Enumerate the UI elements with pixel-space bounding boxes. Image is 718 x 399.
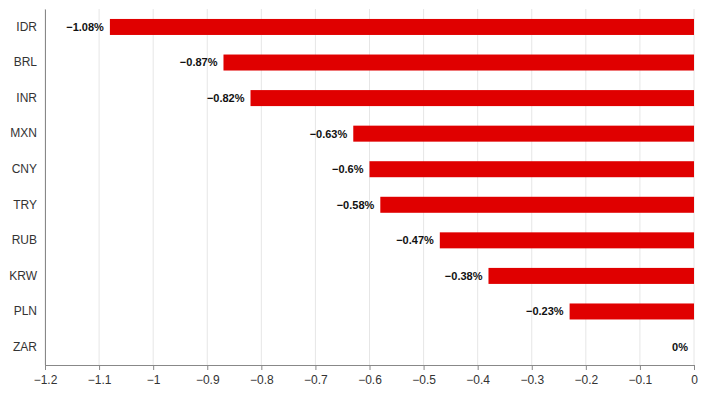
y-axis: IDR BRL INR MXN CNY TRY RUB KRW PLN ZAR (9, 10, 45, 366)
x-tick-label: −1 (147, 373, 161, 387)
x-tick-label: −0.1 (629, 373, 653, 387)
data-labels: −1.08% −0.87% −0.82% −0.63% −0.6% −0.58% −0.47… (66, 21, 688, 353)
x-axis: −1.2 −1.1 −1 −0.9 −0.8 −0.7 −0.6 −0.5 −0.4 −0.3 −0… (34, 365, 699, 387)
y-tick-label: TRY (13, 198, 37, 212)
data-label: −0.23% (526, 305, 564, 317)
y-tick: IDR (16, 20, 45, 34)
x-tick: −0.7 (304, 365, 328, 387)
x-tick-label: −0.5 (412, 373, 436, 387)
data-label: −0.6% (332, 163, 364, 175)
y-tick: BRL (14, 55, 45, 69)
x-tick: −1 (147, 365, 161, 387)
x-tick: −0.2 (574, 365, 598, 387)
x-tick: −0.5 (412, 365, 436, 387)
bar (570, 303, 694, 319)
y-tick-label: ZAR (13, 340, 37, 354)
x-tick-mark (532, 365, 533, 370)
y-tick-label: RUB (12, 233, 37, 247)
x-tick-label: −0.7 (304, 373, 328, 387)
x-tick-mark (261, 365, 262, 370)
x-axis-line (46, 366, 695, 371)
x-tick-mark (586, 365, 587, 370)
data-label: −0.38% (445, 270, 483, 282)
y-tick-label: CNY (12, 162, 37, 176)
y-tick-label: PLN (14, 304, 37, 318)
x-tick-mark (478, 365, 479, 370)
data-label: −0.47% (396, 234, 434, 246)
x-tick-label: 0 (691, 373, 698, 387)
bar (370, 161, 695, 177)
data-label: 0% (672, 341, 688, 353)
bar (694, 339, 695, 355)
x-tick: −1.2 (34, 365, 58, 387)
x-tick: −1.1 (88, 365, 112, 387)
grid-line (153, 9, 154, 365)
x-tick-mark (640, 365, 641, 370)
y-tick: RUB (12, 233, 45, 247)
y-tick-label: KRW (9, 269, 37, 283)
x-tick: −0.3 (520, 365, 544, 387)
bar (223, 55, 694, 71)
plot: −1.2 −1.1 −1 −0.9 −0.8 −0.7 −0.6 −0.5 −0.4 −0.3 −0… (9, 9, 698, 387)
x-tick-label: −0.3 (520, 373, 544, 387)
bar (251, 90, 694, 106)
y-tick: ZAR (13, 340, 45, 354)
data-label: −0.87% (180, 56, 218, 68)
data-label: −0.82% (207, 92, 245, 104)
x-tick-mark (207, 365, 208, 370)
y-axis-line (45, 10, 46, 366)
data-label: −0.63% (310, 128, 348, 140)
x-tick-label: −0.6 (358, 373, 382, 387)
x-tick-label: −0.9 (196, 373, 220, 387)
bars (110, 19, 694, 320)
x-tick-label: −0.8 (250, 373, 274, 387)
y-tick-label: INR (16, 91, 37, 105)
x-tick-mark (153, 365, 154, 370)
x-tick-mark (370, 365, 371, 370)
x-tick-mark (424, 365, 425, 370)
x-tick: −0.8 (250, 365, 274, 387)
data-label: −0.58% (337, 199, 375, 211)
y-tick: MXN (10, 126, 45, 140)
x-tick: −0.9 (196, 365, 220, 387)
bar (488, 268, 694, 284)
x-tick-label: −0.4 (466, 373, 490, 387)
x-tick-mark (694, 365, 695, 370)
grid (45, 9, 694, 365)
data-label: −1.08% (66, 21, 104, 33)
x-tick-label: −1.2 (34, 373, 58, 387)
chart: −1.2 −1.1 −1 −0.9 −0.8 −0.7 −0.6 −0.5 −0.4 −0.3 −0… (0, 0, 718, 399)
x-tick: −0.6 (358, 365, 382, 387)
bar (353, 126, 694, 142)
grid-line (99, 9, 100, 365)
x-tick-mark (315, 365, 316, 370)
y-tick-label: BRL (14, 55, 38, 69)
y-tick: PLN (14, 304, 45, 318)
x-tick: 0 (691, 365, 698, 387)
x-tick-label: −1.1 (88, 373, 112, 387)
x-tick-label: −0.2 (574, 373, 598, 387)
y-tick: TRY (13, 198, 45, 212)
bar (440, 232, 694, 248)
x-tick: −0.4 (466, 365, 490, 387)
y-tick: KRW (9, 269, 45, 283)
x-tick: −0.1 (629, 365, 653, 387)
y-tick-label: MXN (10, 126, 37, 140)
bar (380, 197, 694, 213)
y-tick-label: IDR (16, 20, 37, 34)
y-tick: INR (16, 91, 45, 105)
bar (110, 19, 694, 35)
y-tick: CNY (12, 162, 45, 176)
x-tick-mark (99, 365, 100, 370)
x-tick-mark (45, 365, 46, 370)
grid-line (45, 9, 46, 365)
